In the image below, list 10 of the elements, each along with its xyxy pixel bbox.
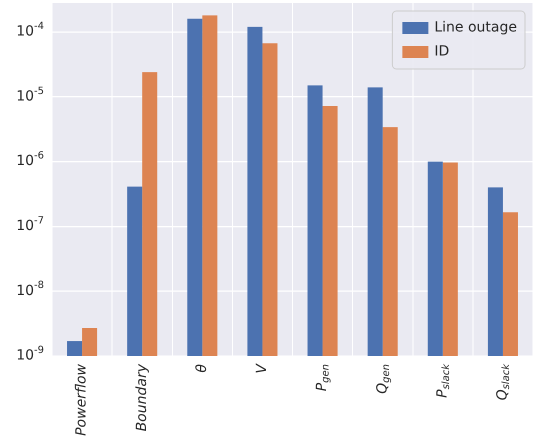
x-tick-label: V: [254, 362, 270, 374]
x-tick-label: Pgen: [314, 364, 332, 392]
x-tick-label: Powerflow: [74, 363, 90, 436]
x-tick-label: Pslack: [434, 362, 452, 398]
legend-label: ID: [434, 44, 450, 60]
x-tick-label: Qslack: [494, 362, 512, 400]
x-tick-label: Qgen: [374, 364, 392, 394]
x-tick-label: θ: [194, 364, 210, 373]
x-tick-label: Boundary: [134, 363, 150, 432]
legend-label: Line outage: [434, 20, 518, 36]
